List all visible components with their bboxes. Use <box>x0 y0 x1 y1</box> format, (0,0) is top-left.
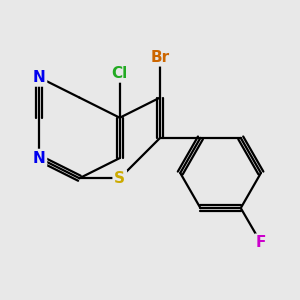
Text: N: N <box>33 70 46 85</box>
Text: Cl: Cl <box>112 66 128 81</box>
Text: N: N <box>33 151 46 166</box>
Text: Br: Br <box>151 50 169 65</box>
Text: S: S <box>114 171 125 186</box>
Text: F: F <box>256 235 266 250</box>
